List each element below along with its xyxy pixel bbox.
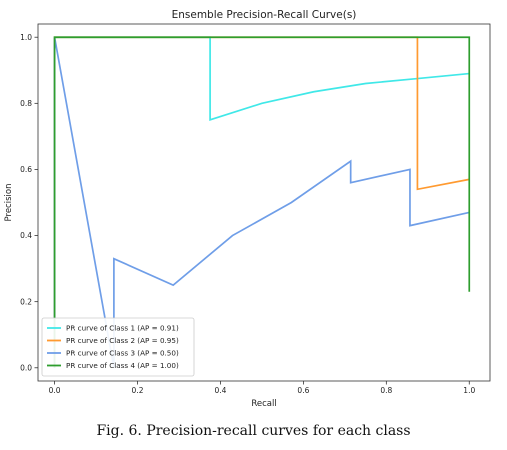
- x-tick-label: 1.0: [463, 386, 475, 395]
- x-tick-label: 0.8: [380, 386, 392, 395]
- x-tick-label: 0.4: [214, 386, 226, 395]
- legend-label: PR curve of Class 1 (AP = 0.91): [66, 324, 179, 333]
- y-tick-label: 0.6: [20, 165, 32, 174]
- series-lines: [53, 36, 471, 368]
- y-tick-label: 0.4: [20, 231, 32, 240]
- x-axis-label: Recall: [251, 399, 276, 409]
- legend-box: [41, 317, 195, 377]
- legend-label: PR curve of Class 2 (AP = 0.95): [66, 336, 179, 345]
- series-line-class-4: [53, 36, 471, 368]
- axis-ticks: 0.0 0.2 0.4 0.6 0.8 1.0 0.0 0.2 0.4 0.6 0.8 1.0: [20, 33, 475, 395]
- y-tick-label: 0.0: [20, 363, 32, 372]
- chart-title: Ensemble Precision-Recall Curve(s): [172, 9, 357, 21]
- y-tick-label: 0.2: [20, 297, 32, 306]
- x-tick-label: 0.6: [297, 386, 309, 395]
- legend-label: PR curve of Class 4 (AP = 1.00): [66, 361, 179, 370]
- pr-curve-chart: Ensemble Precision-Recall Curve(s) 0.0 0.…: [4, 9, 491, 409]
- figure-caption: Fig. 6. Precision-recall curves for each…: [96, 423, 411, 439]
- x-tick-label: 0.2: [132, 386, 144, 395]
- y-axis-label: Precision: [4, 184, 14, 222]
- y-tick-label: 0.8: [20, 99, 32, 108]
- legend-label: PR curve of Class 3 (AP = 0.50): [66, 349, 179, 358]
- x-tick-label: 0.0: [49, 386, 61, 395]
- legend: PR curve of Class 1 (AP = 0.91) PR curve …: [41, 317, 195, 377]
- y-tick-label: 1.0: [20, 33, 32, 42]
- series-line-class-3: [53, 37, 470, 368]
